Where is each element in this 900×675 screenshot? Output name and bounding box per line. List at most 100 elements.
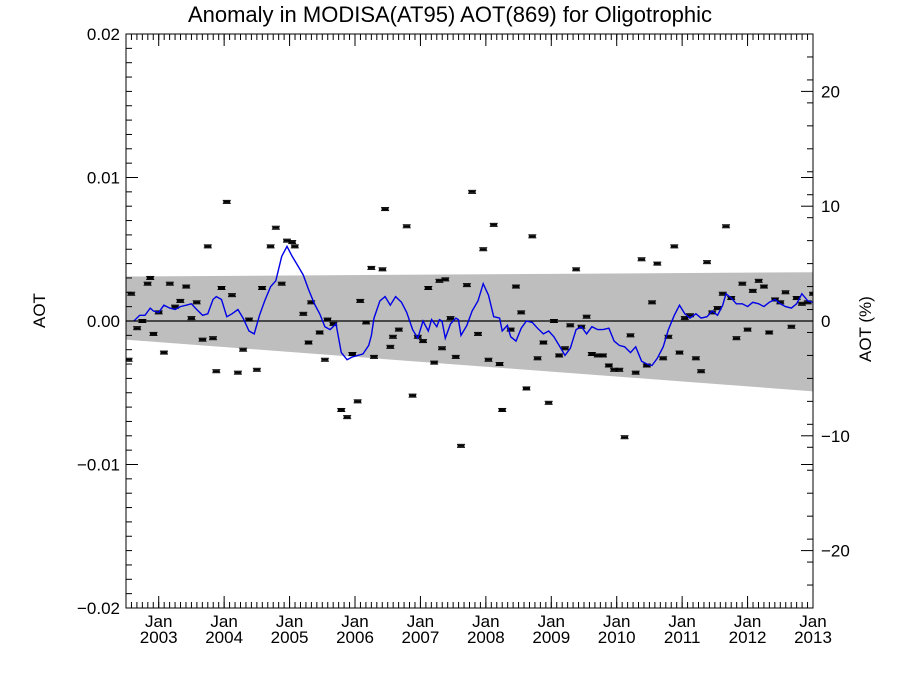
data-point	[367, 265, 376, 270]
data-point	[320, 357, 329, 362]
data-point	[721, 224, 730, 229]
point-marker	[253, 368, 261, 371]
point-marker	[447, 317, 455, 320]
point-marker	[681, 317, 689, 320]
data-point	[388, 334, 397, 339]
data-point	[738, 281, 747, 286]
point-marker	[146, 276, 154, 279]
point-marker	[305, 341, 313, 344]
point-marker	[329, 322, 337, 325]
point-marker	[670, 245, 678, 248]
data-point	[604, 363, 613, 368]
point-marker	[209, 337, 217, 340]
point-marker	[638, 258, 646, 261]
point-marker	[160, 351, 168, 354]
data-point	[479, 247, 488, 252]
x-tick-year-label: 2009	[532, 628, 570, 647]
x-tick-year-label: 2010	[598, 628, 636, 647]
data-point	[555, 353, 564, 358]
data-point	[809, 291, 813, 296]
point-marker	[409, 394, 417, 397]
point-marker	[267, 245, 275, 248]
data-point	[356, 298, 365, 303]
data-point	[198, 337, 207, 342]
point-marker	[507, 328, 515, 331]
data-point	[381, 207, 390, 212]
point-marker	[692, 357, 700, 360]
data-point	[149, 331, 158, 336]
point-marker	[441, 278, 449, 281]
point-marker	[468, 190, 476, 193]
point-marker	[245, 318, 253, 321]
data-point	[138, 319, 147, 323]
point-marker	[738, 282, 746, 285]
point-marker	[337, 408, 345, 411]
point-marker	[719, 292, 727, 295]
point-marker	[545, 401, 553, 404]
data-point	[430, 360, 439, 365]
x-tick-year-label: 2003	[140, 628, 178, 647]
point-marker	[484, 358, 492, 361]
data-point	[394, 327, 403, 332]
point-marker	[755, 279, 763, 282]
x-tick-month-label: Jan	[145, 612, 172, 631]
data-point	[631, 370, 640, 375]
data-point	[743, 327, 752, 332]
point-marker	[367, 266, 375, 269]
point-marker	[321, 358, 329, 361]
data-point	[451, 354, 460, 359]
x-tick-month-label: Jan	[341, 612, 368, 631]
point-marker	[804, 301, 812, 304]
point-marker	[599, 354, 607, 357]
smoothed-line-layer	[133, 244, 813, 367]
point-marker	[395, 328, 403, 331]
point-marker	[126, 358, 133, 361]
point-marker	[744, 328, 752, 331]
point-marker	[626, 334, 634, 337]
point-marker	[522, 387, 530, 390]
point-marker	[144, 282, 152, 285]
x-tick-year-label: 2011	[664, 628, 701, 647]
point-marker	[632, 371, 640, 374]
point-marker	[430, 361, 438, 364]
data-point	[648, 300, 657, 305]
data-point	[441, 277, 450, 282]
data-point	[691, 356, 700, 361]
data-point	[787, 324, 796, 329]
point-marker	[133, 327, 141, 330]
data-point	[159, 350, 168, 355]
point-marker	[234, 371, 242, 374]
data-point	[659, 356, 668, 361]
point-marker	[782, 291, 790, 294]
data-point	[754, 278, 763, 283]
x-tick-month-label: Jan	[276, 612, 303, 631]
point-marker	[539, 341, 547, 344]
point-marker	[258, 286, 266, 289]
y-right-tick-label: 10	[821, 197, 840, 216]
point-marker	[223, 200, 231, 203]
point-marker	[512, 285, 520, 288]
x-tick-year-label: 2007	[402, 628, 440, 647]
point-marker	[566, 324, 574, 327]
point-marker	[474, 332, 482, 335]
uncertainty-band	[126, 272, 813, 392]
data-point	[549, 319, 558, 323]
y-tick-label: −0.01	[77, 456, 120, 475]
data-point	[146, 275, 155, 280]
point-marker	[686, 314, 694, 317]
data-point	[348, 352, 357, 357]
point-marker	[594, 354, 602, 357]
point-marker	[176, 299, 184, 302]
point-marker	[127, 292, 135, 295]
data-point	[572, 267, 581, 272]
data-point	[732, 336, 741, 341]
data-point	[544, 400, 553, 405]
point-marker	[389, 335, 397, 338]
x-tick-year-label: 2004	[205, 628, 243, 647]
data-point	[528, 234, 537, 239]
y-right-tick-label: −10	[821, 427, 850, 446]
data-point	[446, 316, 455, 321]
point-marker	[378, 268, 386, 271]
data-point	[378, 267, 387, 272]
